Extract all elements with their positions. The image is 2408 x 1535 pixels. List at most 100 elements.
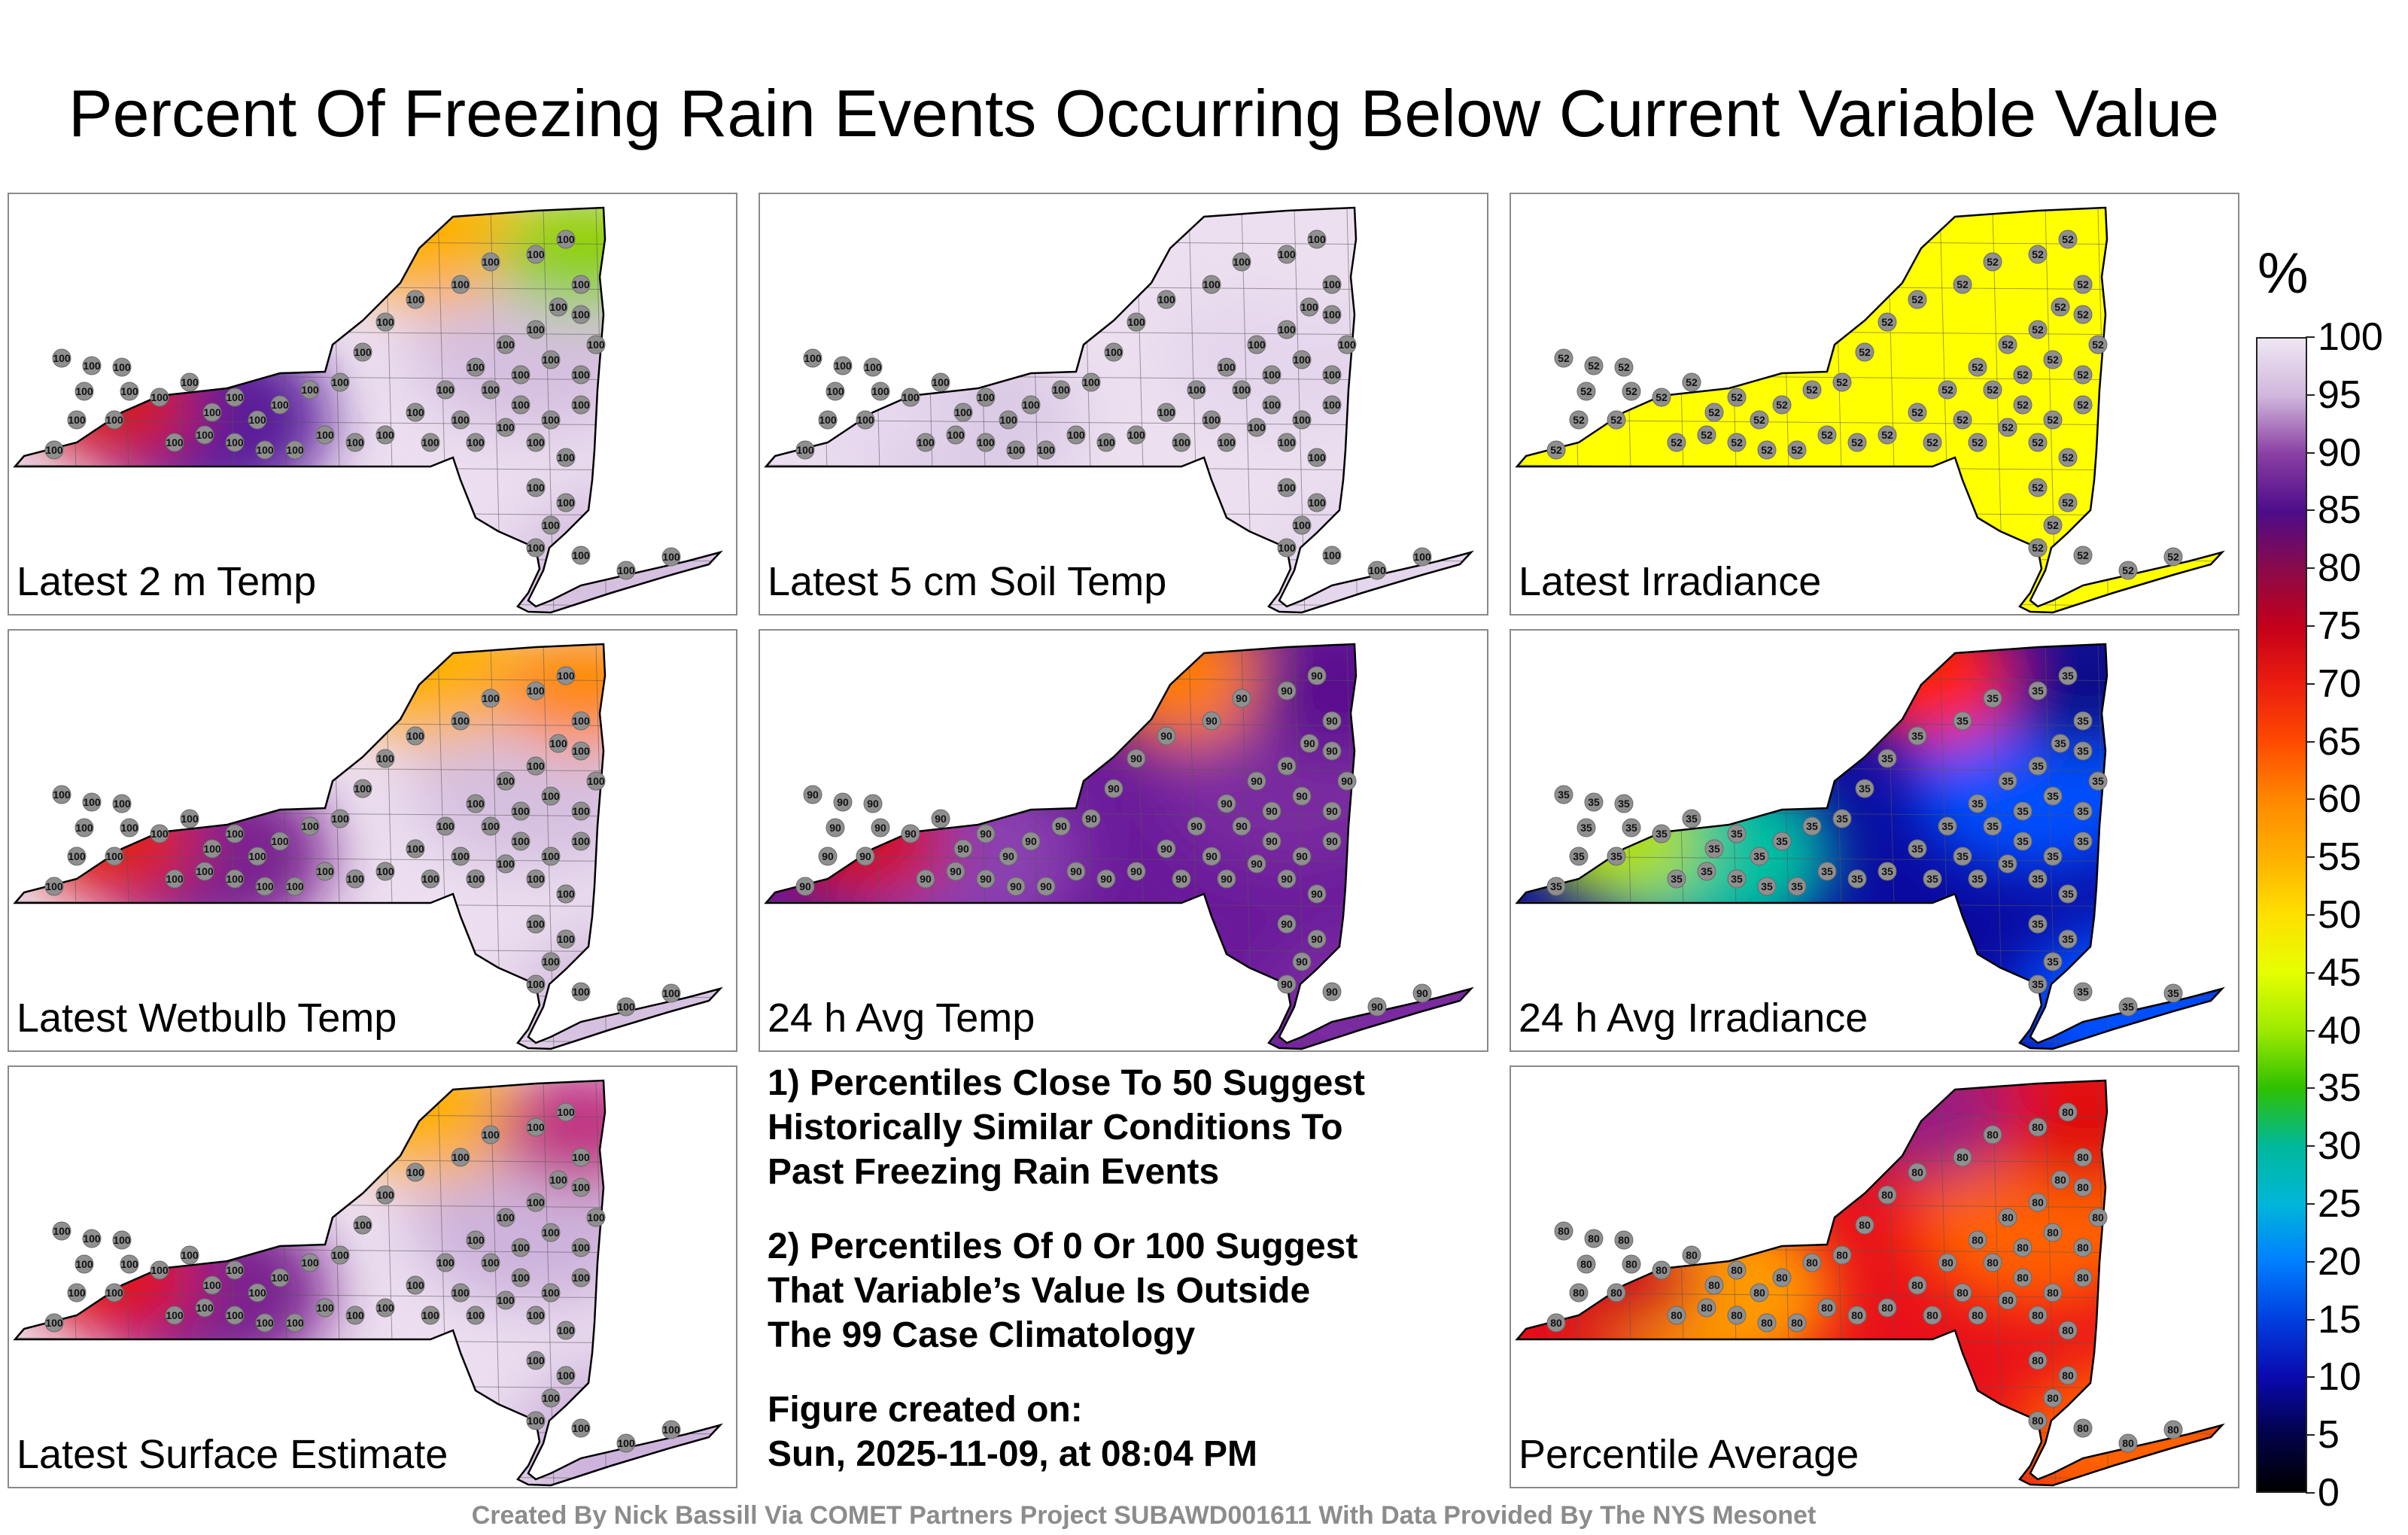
- station-marker: 90: [1247, 854, 1266, 874]
- station-marker: 90: [1292, 952, 1312, 971]
- station-marker: 100: [180, 1245, 199, 1265]
- svg-text:90: 90: [1281, 760, 1293, 772]
- station-marker: 80: [1832, 1245, 1852, 1265]
- svg-text:80: 80: [2002, 1294, 2014, 1306]
- svg-text:80: 80: [1731, 1264, 1743, 1276]
- svg-text:100: 100: [572, 1242, 590, 1254]
- station-marker: 90: [818, 847, 838, 866]
- svg-text:35: 35: [1588, 796, 1600, 808]
- station-marker: 80: [1772, 1268, 1792, 1287]
- svg-text:35: 35: [2002, 775, 2014, 787]
- svg-text:90: 90: [1281, 918, 1293, 930]
- station-marker: 100: [586, 771, 606, 791]
- svg-text:90: 90: [1311, 670, 1323, 682]
- station-marker: 100: [105, 1283, 124, 1302]
- station-marker: 90: [1307, 666, 1327, 685]
- station-marker: 35: [1757, 877, 1777, 896]
- svg-text:100: 100: [53, 352, 71, 364]
- station-marker: 100: [1337, 335, 1357, 354]
- svg-text:52: 52: [1972, 436, 1984, 448]
- svg-text:52: 52: [2047, 354, 2059, 366]
- svg-text:100: 100: [1187, 384, 1206, 396]
- svg-text:100: 100: [1278, 324, 1296, 336]
- svg-text:52: 52: [1573, 414, 1585, 426]
- svg-text:52: 52: [2077, 549, 2089, 561]
- station-marker: 80: [1802, 1253, 1822, 1272]
- svg-text:80: 80: [1956, 1287, 1969, 1299]
- svg-text:35: 35: [2032, 978, 2044, 990]
- svg-text:90: 90: [1266, 835, 1278, 847]
- svg-text:100: 100: [1248, 421, 1266, 433]
- svg-text:100: 100: [421, 873, 439, 885]
- station-marker: 90: [931, 809, 950, 828]
- svg-text:100: 100: [662, 551, 680, 563]
- svg-text:80: 80: [1806, 1257, 1818, 1269]
- svg-text:100: 100: [256, 1317, 274, 1329]
- svg-text:100: 100: [301, 1257, 319, 1269]
- svg-text:100: 100: [1172, 436, 1190, 448]
- station-marker: 100: [406, 1275, 425, 1295]
- svg-text:35: 35: [2032, 760, 2044, 772]
- svg-text:35: 35: [1776, 835, 1788, 847]
- svg-text:100: 100: [542, 790, 560, 802]
- station-marker: 52: [1682, 372, 1701, 392]
- station-marker: 100: [52, 1221, 71, 1241]
- svg-text:35: 35: [1573, 850, 1585, 862]
- svg-text:52: 52: [1776, 399, 1788, 411]
- svg-text:35: 35: [2077, 835, 2089, 847]
- svg-text:100: 100: [1202, 414, 1221, 426]
- svg-text:35: 35: [1791, 880, 1803, 892]
- svg-text:100: 100: [587, 339, 605, 351]
- station-marker: 52: [1757, 440, 1777, 460]
- station-marker: 100: [180, 809, 199, 828]
- station-marker: 100: [1292, 410, 1312, 430]
- station-marker: 100: [112, 1230, 132, 1250]
- station-marker: 100: [953, 403, 973, 422]
- svg-text:100: 100: [83, 1233, 101, 1245]
- svg-text:90: 90: [1100, 873, 1112, 885]
- station-marker: 100: [120, 381, 139, 401]
- svg-text:52: 52: [2032, 324, 2044, 336]
- station-marker: 52: [1554, 348, 1573, 368]
- svg-text:35: 35: [2062, 888, 2074, 900]
- state-outline: [1515, 206, 2225, 614]
- station-marker: 80: [1607, 1283, 1626, 1302]
- svg-text:100: 100: [497, 1211, 515, 1223]
- station-marker: 100: [466, 1306, 485, 1325]
- field-fill: [15, 644, 720, 1049]
- station-marker: 100: [255, 877, 275, 896]
- svg-text:100: 100: [1233, 384, 1251, 396]
- svg-text:100: 100: [301, 820, 319, 832]
- svg-text:90: 90: [905, 828, 917, 840]
- svg-text:80: 80: [1655, 1264, 1668, 1276]
- svg-text:100: 100: [346, 873, 364, 885]
- svg-text:100: 100: [482, 692, 500, 704]
- station-marker: 100: [202, 403, 222, 422]
- svg-text:52: 52: [1821, 429, 1833, 441]
- station-marker: 35: [1953, 711, 1972, 731]
- station-marker: 100: [67, 410, 87, 430]
- colorbar-tick-mark: [2306, 1260, 2315, 1263]
- station-marker: 100: [451, 275, 470, 294]
- svg-text:100: 100: [527, 760, 545, 772]
- svg-text:90: 90: [807, 789, 819, 801]
- svg-text:100: 100: [572, 309, 590, 321]
- station-marker: 100: [571, 546, 591, 565]
- svg-text:52: 52: [2032, 482, 2044, 494]
- svg-text:100: 100: [542, 1226, 560, 1239]
- station-marker: 90: [1126, 862, 1146, 881]
- svg-text:100: 100: [421, 1309, 439, 1321]
- svg-text:80: 80: [2077, 1242, 2089, 1254]
- svg-text:100: 100: [1037, 444, 1055, 456]
- station-marker: 90: [1036, 877, 1056, 896]
- svg-text:100: 100: [557, 670, 575, 682]
- svg-text:100: 100: [1278, 436, 1296, 448]
- svg-text:100: 100: [286, 880, 304, 892]
- station-marker: 52: [1877, 312, 1897, 332]
- station-marker: 52: [1569, 410, 1589, 430]
- svg-text:100: 100: [1067, 429, 1085, 441]
- svg-text:90: 90: [1040, 880, 1052, 892]
- svg-text:100: 100: [1300, 301, 1318, 313]
- station-marker: 100: [481, 380, 500, 400]
